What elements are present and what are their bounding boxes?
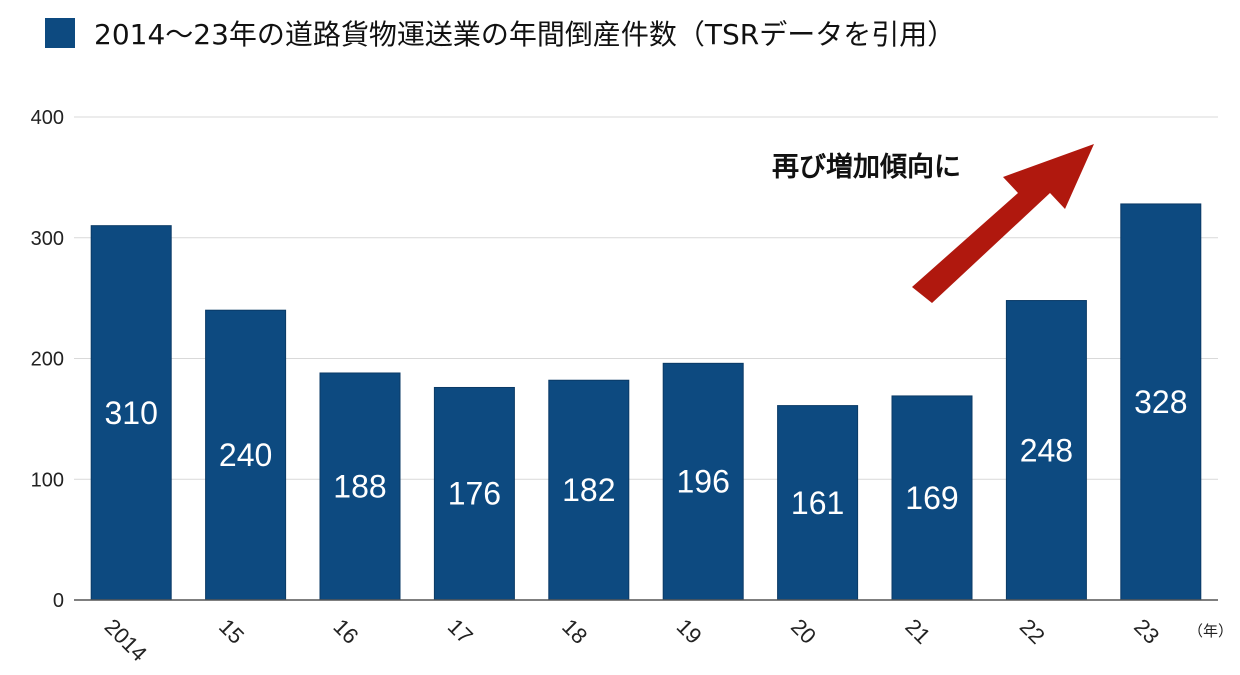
x-tick-label: 21 bbox=[900, 614, 935, 649]
data-label: 161 bbox=[791, 485, 844, 521]
y-tick-label: 100 bbox=[31, 469, 64, 491]
bar bbox=[90, 225, 172, 601]
data-label: 248 bbox=[1020, 432, 1073, 468]
data-labels: 310 240 188 176 182 196 161 169 248 328 bbox=[105, 384, 1188, 521]
trend-arrow-icon bbox=[912, 144, 1094, 303]
bar bbox=[1120, 203, 1202, 601]
data-label: 310 bbox=[105, 395, 158, 431]
x-tick-label: 19 bbox=[672, 614, 707, 649]
y-axis-ticks: 0 100 200 300 400 bbox=[31, 107, 64, 612]
bar bbox=[777, 405, 859, 601]
x-tick-label: 22 bbox=[1015, 614, 1050, 649]
data-label: 188 bbox=[333, 468, 386, 504]
x-tick-label: 2014 bbox=[100, 614, 152, 666]
y-tick-label: 200 bbox=[31, 349, 64, 371]
y-tick-label: 400 bbox=[31, 107, 64, 129]
data-label: 196 bbox=[677, 464, 730, 500]
bars bbox=[90, 203, 1202, 601]
bar bbox=[319, 372, 401, 601]
x-tick-label: 17 bbox=[443, 614, 478, 649]
bar bbox=[433, 386, 515, 601]
x-unit-label: （年） bbox=[1188, 622, 1233, 640]
x-tick-label: 18 bbox=[557, 614, 592, 649]
x-tick-label: 23 bbox=[1129, 614, 1164, 649]
x-tick-label: 16 bbox=[328, 614, 363, 649]
y-tick-label: 300 bbox=[31, 228, 64, 250]
bar bbox=[662, 362, 744, 601]
bar bbox=[1005, 300, 1087, 601]
annotation-text: 再び増加傾向に bbox=[772, 151, 961, 183]
legend-swatch bbox=[45, 18, 75, 48]
x-tick-label: 15 bbox=[214, 614, 249, 649]
data-label: 182 bbox=[562, 472, 615, 508]
legend-label: 2014〜23年の道路貨物運送業の年間倒産件数（TSRデータを引用） bbox=[94, 18, 955, 51]
bar bbox=[548, 379, 630, 601]
x-tick-label: 20 bbox=[786, 614, 821, 649]
data-label: 169 bbox=[905, 480, 958, 516]
x-axis-ticks: 2014 15 16 17 18 19 20 21 22 23 bbox=[100, 614, 1165, 666]
data-label: 328 bbox=[1134, 384, 1187, 420]
data-label: 176 bbox=[448, 476, 501, 512]
bar bbox=[891, 395, 973, 601]
y-tick-label: 0 bbox=[53, 590, 64, 612]
data-label: 240 bbox=[219, 437, 272, 473]
